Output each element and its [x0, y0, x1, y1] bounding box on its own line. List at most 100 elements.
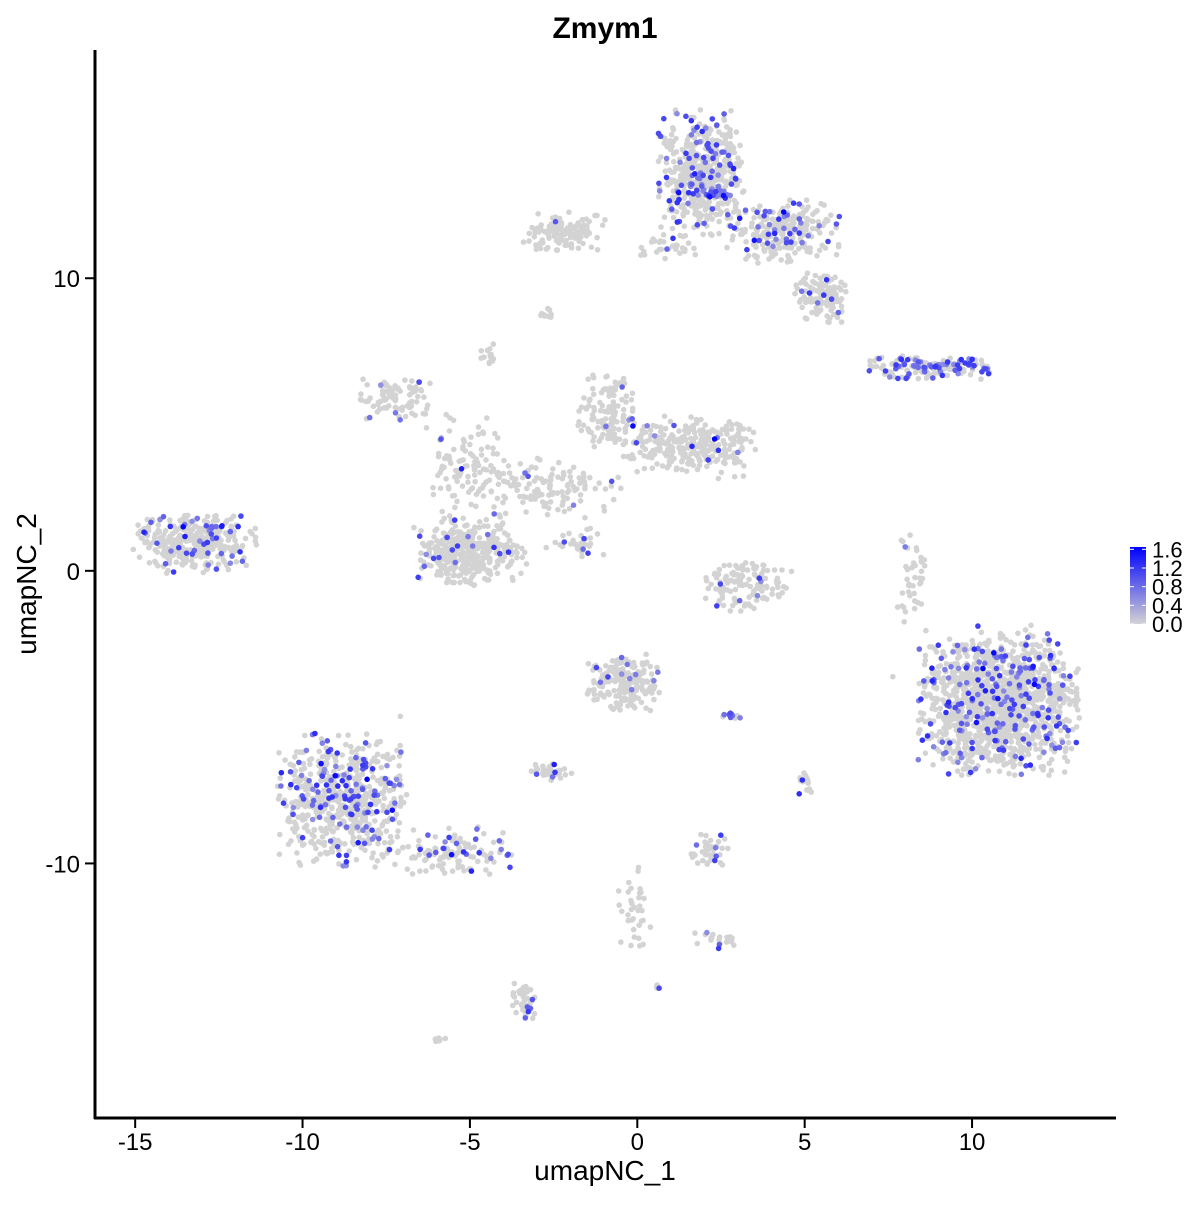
cell-point: [452, 504, 458, 511]
cell-point: [612, 439, 618, 445]
cell-point: [393, 811, 400, 818]
cell-point: [538, 476, 544, 482]
cell-point: [602, 408, 608, 415]
cell-point: [610, 496, 617, 503]
cell-point: [820, 299, 827, 306]
cell-point: [659, 463, 666, 469]
cell-point: [612, 379, 619, 386]
cell-point: [1040, 693, 1047, 700]
cell-point: [531, 1010, 538, 1017]
cell-point: [923, 627, 929, 634]
cell-point: [402, 377, 408, 383]
chart-title: Zmym1: [552, 12, 657, 45]
cell-point: [729, 453, 735, 459]
cell-point: [495, 435, 501, 441]
cell-point: [726, 446, 733, 453]
cell-point: [922, 750, 929, 756]
cell-point: [461, 840, 468, 846]
cell-point: [1048, 756, 1055, 763]
cell-point: [159, 533, 166, 540]
cell-point: [218, 542, 224, 548]
cell-point: [276, 750, 282, 756]
cell-point: [639, 907, 645, 914]
cell-point: [935, 696, 941, 703]
cell-point: [374, 751, 381, 758]
cell-point: [478, 446, 485, 453]
cell-point: [1022, 665, 1029, 671]
cell-point: [465, 479, 471, 486]
cell-point: [523, 485, 530, 492]
cell-point: [942, 690, 949, 697]
cell-point: [886, 374, 893, 380]
cell-point: [690, 462, 697, 469]
cell-point: [813, 308, 819, 315]
cell-point: [608, 483, 615, 489]
cell-point: [827, 315, 833, 322]
cell-point: [818, 200, 824, 207]
cell-point: [336, 861, 342, 867]
cell-point: [306, 777, 312, 784]
cell-point: [909, 564, 915, 571]
cell-point: [1037, 643, 1044, 649]
cell-point: [869, 364, 875, 370]
cell-point: [308, 756, 315, 762]
cell-point: [918, 554, 924, 561]
cell-point: [301, 841, 307, 848]
cell-point: [451, 834, 458, 840]
cell-point: [693, 139, 700, 146]
cell-point: [1060, 673, 1067, 679]
cell-point: [679, 171, 686, 178]
cell-point: [719, 426, 726, 433]
cell-point: [700, 165, 706, 172]
cell-point: [606, 404, 612, 410]
cell-point: [703, 575, 709, 581]
cell-point: [566, 209, 572, 215]
cell-point: [937, 705, 944, 712]
cell-point: [337, 788, 343, 795]
cell-point: [1030, 731, 1037, 738]
cell-point: [725, 845, 731, 852]
cell-point: [1059, 739, 1066, 746]
cell-point: [445, 559, 451, 565]
cell-point: [437, 485, 444, 492]
cell-point: [156, 528, 163, 535]
cell-point: [730, 569, 737, 576]
cell-point: [533, 765, 540, 771]
cell-point: [559, 226, 565, 233]
cell-point: [467, 580, 474, 586]
cell-point: [602, 486, 609, 492]
cell-point: [313, 856, 320, 862]
cell-point: [466, 529, 472, 535]
cell-point: [529, 1015, 536, 1022]
cell-point: [467, 441, 473, 448]
cell-point: [223, 519, 229, 526]
cell-point: [644, 679, 651, 685]
cell-point: [476, 519, 483, 525]
cell-point: [318, 778, 324, 784]
cell-point: [775, 592, 781, 598]
cell-point: [356, 834, 363, 841]
cell-point: [404, 403, 411, 409]
cell-point: [733, 200, 740, 207]
cell-point: [394, 833, 401, 840]
cell-point: [602, 217, 608, 223]
cell-point: [779, 589, 786, 596]
cell-point: [451, 572, 457, 578]
cell-point: [374, 409, 381, 415]
cell-point: [910, 362, 917, 369]
cell-point: [380, 802, 386, 809]
cell-point: [168, 548, 174, 554]
cell-point: [737, 715, 743, 721]
cell-point: [973, 653, 979, 659]
cell-point: [685, 461, 692, 467]
cell-point: [548, 490, 554, 497]
cell-point: [828, 301, 835, 308]
cell-point: [459, 550, 466, 556]
cell-point: [578, 224, 584, 230]
cell-point: [460, 443, 466, 450]
cell-point: [225, 566, 232, 573]
cell-point: [575, 422, 581, 429]
cell-point: [370, 850, 377, 856]
cell-point: [135, 531, 141, 537]
cell-point: [779, 232, 786, 239]
